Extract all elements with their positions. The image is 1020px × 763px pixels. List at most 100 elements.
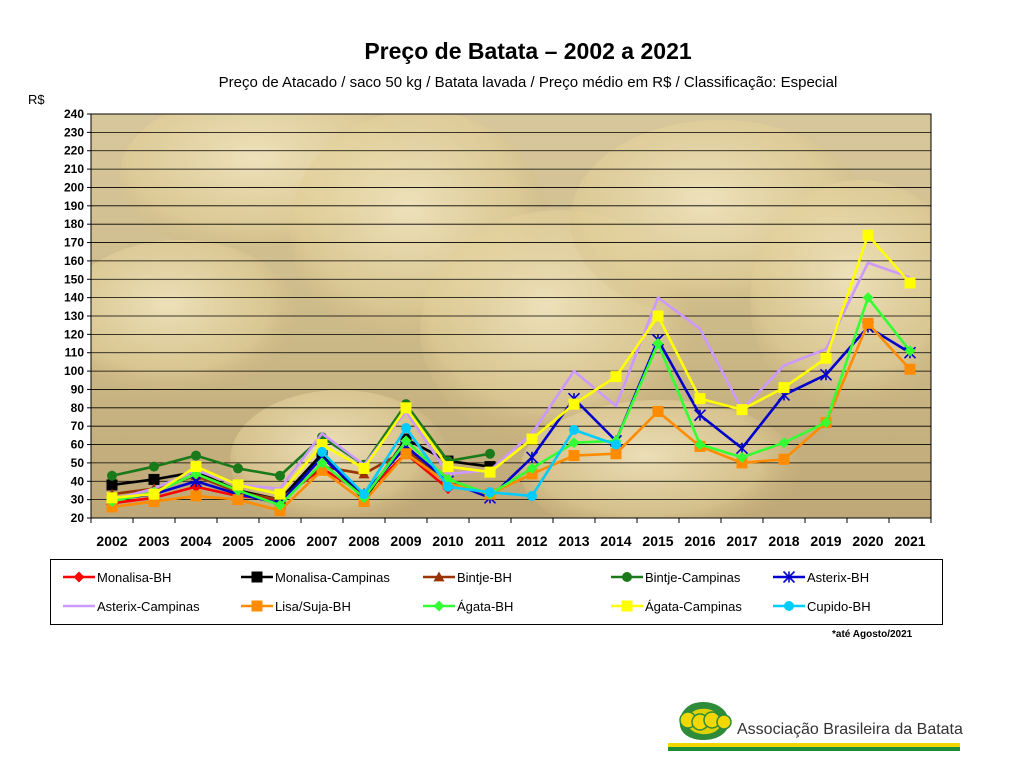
legend-swatch <box>241 600 273 612</box>
x-tick-label: 2007 <box>306 533 337 549</box>
data-point <box>526 468 538 480</box>
legend-item: Lisa/Suja-BH <box>241 598 351 614</box>
legend-swatch <box>773 601 805 611</box>
y-tick-label: 110 <box>65 346 85 360</box>
data-point <box>610 371 622 383</box>
plot-frame <box>90 113 932 519</box>
abba-logo-mark <box>679 701 732 740</box>
data-point <box>862 229 874 241</box>
chart-subtitle: Preço de Atacado / saco 50 kg / Batata l… <box>218 74 838 91</box>
data-point <box>862 292 874 304</box>
legend-marker <box>784 601 794 611</box>
data-point <box>275 470 285 481</box>
y-tick-label: 230 <box>64 125 84 139</box>
legend-label: Bintje-BH <box>457 569 512 585</box>
y-tick-label: 140 <box>64 291 84 305</box>
y-tick-label: 90 <box>71 382 85 396</box>
x-tick-label: 2019 <box>810 533 841 549</box>
legend-swatch <box>241 571 273 583</box>
y-tick-label: 20 <box>71 511 85 525</box>
series-line <box>111 402 491 478</box>
abba-logo: Associação Brasileira da Batata <box>668 700 963 754</box>
legend-marker <box>622 572 632 582</box>
y-tick-label: 50 <box>71 456 85 470</box>
data-point <box>693 409 707 422</box>
legend-label: Lisa/Suja-BH <box>275 598 351 614</box>
data-point <box>442 461 454 473</box>
legend-marker <box>251 571 263 583</box>
data-point <box>736 457 748 469</box>
data-point <box>190 461 202 473</box>
y-tick-label: 170 <box>64 236 84 250</box>
data-point <box>862 317 874 329</box>
y-tick-label: 100 <box>64 364 84 378</box>
legend-item: Cupido-BH <box>773 598 871 614</box>
legend-label: Asterix-BH <box>807 569 870 585</box>
series-cupido-bh <box>317 423 621 501</box>
data-point <box>568 398 580 410</box>
data-point <box>148 473 160 485</box>
data-point <box>233 463 243 474</box>
footnote: *até Agosto/2021 <box>832 629 913 640</box>
legend-item: Asterix-Campinas <box>63 598 200 614</box>
y-tick-label: 30 <box>71 493 85 507</box>
data-point <box>148 488 160 500</box>
series-bintje-campinas <box>107 399 495 481</box>
data-point <box>443 481 453 492</box>
data-point <box>400 402 412 414</box>
x-tick-label: 2017 <box>726 533 757 549</box>
y-tick-label: 240 <box>64 107 84 121</box>
legend-marker <box>433 600 445 612</box>
series-line <box>321 426 617 498</box>
logo-stripe-yellow <box>668 743 960 747</box>
y-tick-label: 180 <box>64 217 84 231</box>
data-point <box>274 505 286 517</box>
x-tick-label: 2005 <box>222 533 253 549</box>
legend-swatch <box>423 571 455 582</box>
data-point <box>736 451 748 463</box>
y-tick-label: 150 <box>64 272 84 286</box>
data-point <box>232 479 244 491</box>
data-point <box>316 464 328 476</box>
series-line <box>111 233 911 500</box>
y-tick-label: 220 <box>64 144 84 158</box>
series-line <box>111 437 491 501</box>
legend-label: Ágata-BH <box>457 598 514 614</box>
legend-swatch <box>611 600 643 612</box>
data-point <box>568 437 580 449</box>
chart-title: Preço de Batata – 2002 a 2021 <box>364 38 692 64</box>
data-point <box>525 451 539 464</box>
y-tick-label: 60 <box>71 438 85 452</box>
data-point <box>191 450 201 461</box>
series-line <box>111 325 911 505</box>
data-point <box>190 490 202 502</box>
series--gata-campinas <box>106 229 916 504</box>
data-point <box>819 368 833 381</box>
data-point <box>568 450 580 462</box>
data-point <box>148 495 160 507</box>
legend: Monalisa-BH Monalisa-Campinas Bintje-BH Bin… <box>50 559 943 625</box>
data-point <box>106 492 118 504</box>
y-tick-label: 160 <box>64 254 84 268</box>
logo-stripe-green <box>668 747 960 751</box>
data-point <box>317 446 327 457</box>
legend-item: Bintje-Campinas <box>611 569 740 585</box>
legend-item: Monalisa-Campinas <box>241 569 390 585</box>
x-tick-label: 2018 <box>768 533 799 549</box>
y-tick-label: 210 <box>64 162 84 176</box>
y-axis-label: R$ <box>28 92 45 107</box>
data-point <box>316 439 328 451</box>
legend-marker <box>73 571 85 583</box>
data-point <box>106 479 118 491</box>
data-point <box>652 405 664 417</box>
data-point <box>401 423 411 434</box>
legend-label: Monalisa-BH <box>97 569 172 585</box>
y-tick-label: 70 <box>71 419 85 433</box>
data-point <box>652 310 664 322</box>
data-point <box>569 424 579 435</box>
data-point <box>778 453 790 465</box>
x-tick-label: 2009 <box>390 533 421 549</box>
data-point <box>316 457 328 469</box>
data-point <box>485 448 495 459</box>
series-line <box>111 322 911 512</box>
